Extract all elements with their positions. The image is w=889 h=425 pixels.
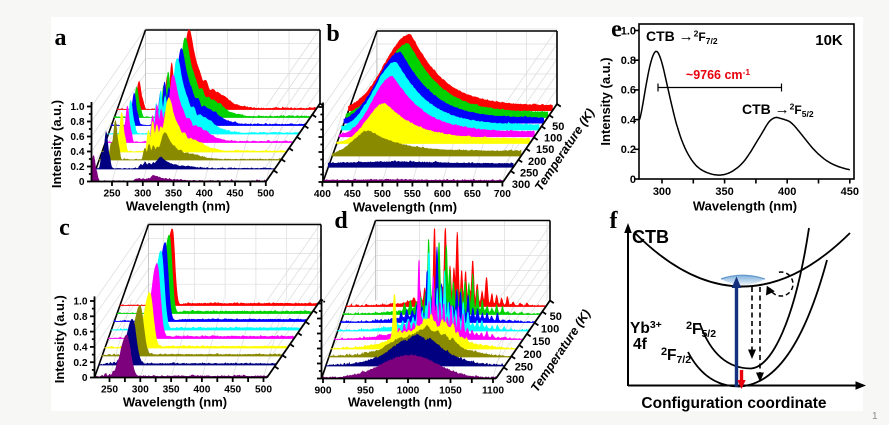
svg-text:~9766 cm-1: ~9766 cm-1 [686, 67, 750, 82]
svg-text:0.8: 0.8 [73, 312, 87, 323]
svg-text:0: 0 [82, 373, 88, 384]
svg-text:1100: 1100 [482, 386, 504, 397]
svg-text:e: e [611, 17, 622, 43]
svg-text:300: 300 [134, 189, 151, 200]
svg-text:Wavelength (nm): Wavelength (nm) [126, 199, 230, 214]
svg-text:300: 300 [506, 374, 524, 386]
svg-text:50: 50 [550, 311, 562, 323]
svg-text:0.2: 0.2 [621, 144, 636, 156]
svg-text:1: 1 [872, 411, 878, 420]
svg-text:500: 500 [257, 189, 274, 200]
svg-text:200: 200 [528, 156, 546, 168]
svg-text:400: 400 [778, 186, 796, 198]
svg-text:400: 400 [196, 189, 213, 200]
svg-text:550: 550 [404, 189, 421, 200]
svg-text:150: 150 [536, 144, 554, 156]
svg-text:350: 350 [165, 189, 182, 200]
svg-text:0.8: 0.8 [70, 117, 84, 128]
svg-text:200: 200 [523, 349, 541, 361]
svg-text:0.4: 0.4 [70, 147, 84, 158]
svg-text:650: 650 [464, 189, 481, 200]
svg-text:450: 450 [227, 189, 244, 200]
svg-text:0.6: 0.6 [621, 85, 636, 97]
svg-text:0.4: 0.4 [621, 114, 637, 126]
svg-text:150: 150 [532, 336, 550, 348]
svg-text:450: 450 [841, 186, 859, 198]
svg-text:250: 250 [104, 189, 121, 200]
svg-text:700: 700 [494, 189, 511, 200]
svg-text:Wavelength (nm): Wavelength (nm) [123, 395, 227, 410]
svg-text:600: 600 [434, 189, 451, 200]
svg-text:250: 250 [520, 167, 538, 179]
svg-text:Wavelength (nm): Wavelength (nm) [353, 200, 457, 215]
svg-text:50: 50 [552, 121, 564, 133]
svg-text:100: 100 [544, 133, 562, 145]
svg-text:400: 400 [193, 385, 210, 396]
svg-text:350: 350 [715, 186, 733, 198]
svg-text:CTB →2F5/2: CTB →2F5/2 [742, 101, 814, 119]
svg-text:450: 450 [224, 385, 241, 396]
svg-text:100: 100 [541, 324, 559, 336]
svg-text:300: 300 [512, 179, 530, 191]
svg-text:10K: 10K [815, 32, 843, 49]
svg-text:Configuration coordinate: Configuration coordinate [641, 395, 827, 412]
svg-text:0.4: 0.4 [73, 343, 87, 354]
svg-text:900: 900 [315, 386, 332, 397]
svg-text:1.0: 1.0 [73, 297, 87, 308]
svg-text:CTB: CTB [632, 227, 669, 247]
svg-text:300: 300 [653, 186, 671, 198]
svg-text:350: 350 [163, 385, 180, 396]
svg-text:2: 2 [686, 320, 692, 332]
svg-text:Intensity (a.u.): Intensity (a.u.) [52, 295, 67, 383]
svg-text:400: 400 [314, 189, 331, 200]
svg-text:f: f [610, 208, 619, 234]
svg-text:250: 250 [101, 385, 118, 396]
svg-text:1.0: 1.0 [70, 102, 84, 113]
svg-text:0.6: 0.6 [70, 132, 84, 143]
svg-text:Intensity (a.u.): Intensity (a.u.) [598, 57, 613, 145]
svg-text:0: 0 [630, 174, 636, 186]
svg-text:Wavelength (nm): Wavelength (nm) [693, 199, 797, 214]
svg-text:CTB →2F7/2: CTB →2F7/2 [646, 28, 718, 46]
svg-text:0.8: 0.8 [621, 55, 636, 67]
svg-text:Intensity (a.u.): Intensity (a.u.) [49, 100, 64, 188]
svg-text:450: 450 [344, 189, 361, 200]
svg-text:1.0: 1.0 [621, 25, 636, 37]
svg-text:0.2: 0.2 [70, 162, 84, 173]
svg-text:c: c [59, 215, 70, 241]
svg-text:d: d [334, 208, 348, 234]
svg-text:a: a [55, 25, 67, 51]
svg-text:Wavelength (nm): Wavelength (nm) [348, 395, 452, 410]
svg-text:b: b [326, 21, 339, 47]
svg-text:1000: 1000 [397, 386, 420, 397]
svg-text:2: 2 [661, 346, 667, 358]
svg-text:300: 300 [132, 385, 149, 396]
svg-text:4f: 4f [633, 336, 648, 353]
svg-text:950: 950 [357, 386, 374, 397]
svg-text:250: 250 [515, 361, 533, 373]
svg-text:0.2: 0.2 [73, 358, 87, 369]
svg-text:0: 0 [79, 177, 85, 188]
svg-text:0.6: 0.6 [73, 327, 87, 338]
svg-text:1050: 1050 [439, 386, 462, 397]
svg-text:500: 500 [255, 385, 272, 396]
svg-text:500: 500 [374, 189, 391, 200]
